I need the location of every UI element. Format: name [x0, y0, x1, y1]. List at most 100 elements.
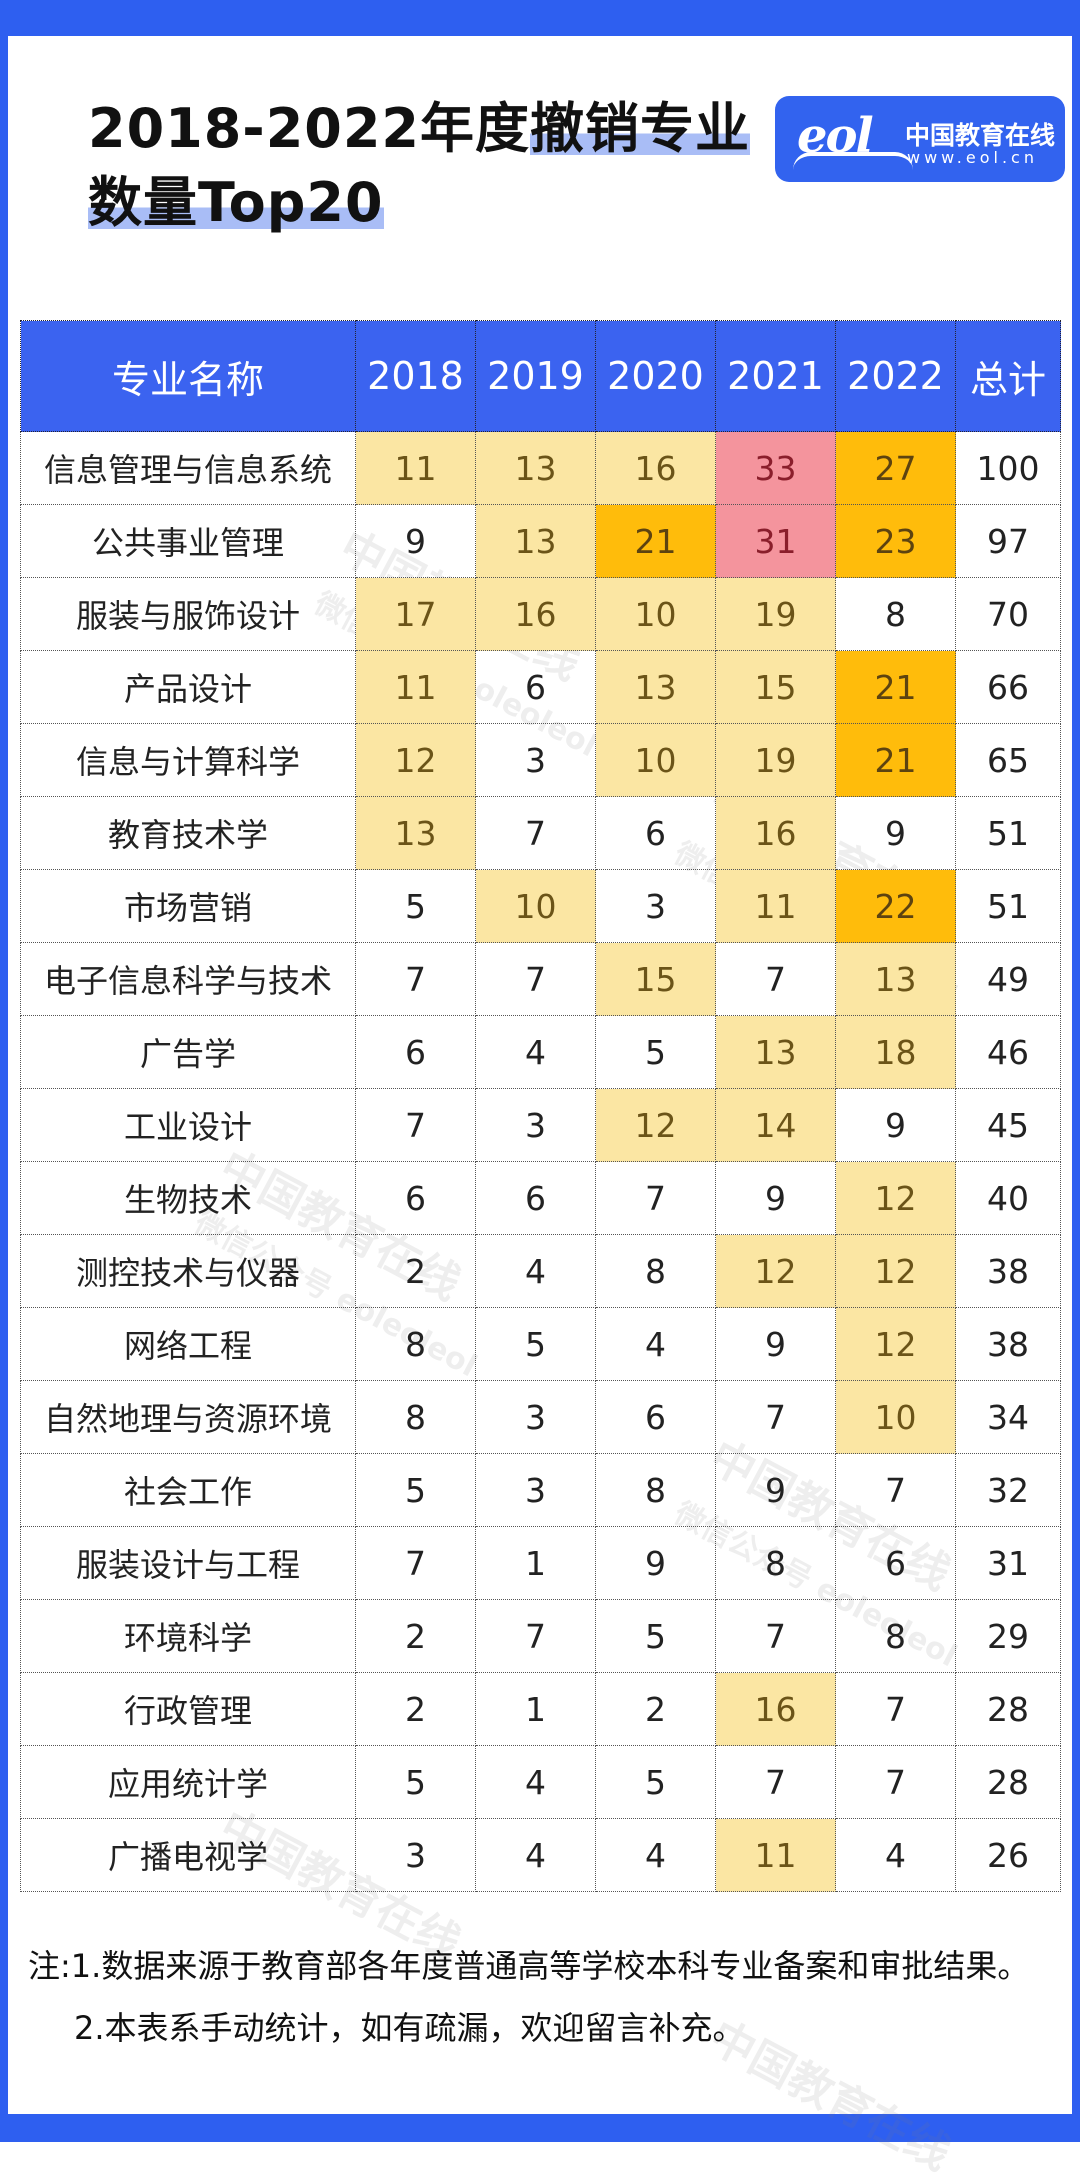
- value-cell-2019: 4: [475, 1818, 596, 1892]
- value-cell-2020: 10: [595, 723, 716, 797]
- logo-swoosh-icon: [793, 152, 913, 170]
- logo-cn-text: 中国教育在线: [905, 121, 1056, 150]
- title-line1-highlight: 撤销专业: [530, 97, 750, 160]
- table-row: 行政管理 2 1 2 16 7 28: [20, 1672, 1061, 1746]
- table-row: 生物技术 6 6 7 9 12 40: [20, 1161, 1061, 1235]
- value-cell-2018: 2: [355, 1672, 476, 1746]
- value-cell-2021: 11: [715, 1818, 836, 1892]
- row-name-cell: 自然地理与资源环境: [20, 1380, 356, 1454]
- total-cell: 97: [955, 504, 1061, 578]
- value-cell-2020: 8: [595, 1453, 716, 1527]
- value-cell-2019: 6: [475, 650, 596, 724]
- value-cell-2019: 4: [475, 1745, 596, 1819]
- value-cell-2018: 11: [355, 431, 476, 505]
- value-cell-2019: 4: [475, 1234, 596, 1308]
- value-cell-2022: 7: [835, 1453, 956, 1527]
- row-name-cell: 行政管理: [20, 1672, 356, 1746]
- value-cell-2018: 6: [355, 1161, 476, 1235]
- value-cell-2020: 5: [595, 1599, 716, 1673]
- table-row: 测控技术与仪器 2 4 8 12 12 38: [20, 1234, 1061, 1308]
- value-cell-2018: 8: [355, 1380, 476, 1454]
- value-cell-2018: 6: [355, 1015, 476, 1089]
- value-cell-2021: 31: [715, 504, 836, 578]
- footnote-1: 注:1.数据来源于教育部各年度普通高等学校本科专业备案和审批结果。: [28, 1947, 1030, 1985]
- value-cell-2020: 4: [595, 1307, 716, 1381]
- total-cell: 28: [955, 1745, 1061, 1819]
- data-table: 专业名称 2018 2019 2020 2021 2022 总计 信息管理与信息…: [20, 320, 1061, 1892]
- row-name-cell: 服装与服饰设计: [20, 577, 356, 651]
- value-cell-2020: 13: [595, 650, 716, 724]
- value-cell-2021: 11: [715, 869, 836, 943]
- value-cell-2019: 7: [475, 796, 596, 870]
- row-name-cell: 教育技术学: [20, 796, 356, 870]
- value-cell-2020: 21: [595, 504, 716, 578]
- total-cell: 38: [955, 1234, 1061, 1308]
- value-cell-2020: 15: [595, 942, 716, 1016]
- value-cell-2019: 7: [475, 942, 596, 1016]
- value-cell-2020: 9: [595, 1526, 716, 1600]
- table-row: 信息管理与信息系统 11 13 16 33 27 100: [20, 431, 1061, 505]
- value-cell-2019: 1: [475, 1526, 596, 1600]
- value-cell-2021: 13: [715, 1015, 836, 1089]
- table-row: 市场营销 5 10 3 11 22 51: [20, 869, 1061, 943]
- row-name-cell: 电子信息科学与技术: [20, 942, 356, 1016]
- row-name-cell: 生物技术: [20, 1161, 356, 1235]
- value-cell-2022: 7: [835, 1745, 956, 1819]
- total-cell: 38: [955, 1307, 1061, 1381]
- value-cell-2022: 12: [835, 1161, 956, 1235]
- value-cell-2021: 9: [715, 1307, 836, 1381]
- table-row: 教育技术学 13 7 6 16 9 51: [20, 796, 1061, 870]
- col-header-name: 专业名称: [20, 320, 356, 432]
- value-cell-2021: 7: [715, 1599, 836, 1673]
- table-row: 网络工程 8 5 4 9 12 38: [20, 1307, 1061, 1381]
- value-cell-2018: 13: [355, 796, 476, 870]
- table-row: 工业设计 7 3 12 14 9 45: [20, 1088, 1061, 1162]
- value-cell-2021: 14: [715, 1088, 836, 1162]
- table-row: 服装与服饰设计 17 16 10 19 8 70: [20, 577, 1061, 651]
- value-cell-2022: 18: [835, 1015, 956, 1089]
- table-row: 广告学 6 4 5 13 18 46: [20, 1015, 1061, 1089]
- value-cell-2020: 3: [595, 869, 716, 943]
- total-cell: 49: [955, 942, 1061, 1016]
- value-cell-2018: 8: [355, 1307, 476, 1381]
- value-cell-2021: 7: [715, 942, 836, 1016]
- col-header-2022: 2022: [835, 320, 956, 432]
- row-name-cell: 工业设计: [20, 1088, 356, 1162]
- row-name-cell: 应用统计学: [20, 1745, 356, 1819]
- value-cell-2022: 6: [835, 1526, 956, 1600]
- table-row: 产品设计 11 6 13 15 21 66: [20, 650, 1061, 724]
- value-cell-2020: 4: [595, 1818, 716, 1892]
- total-cell: 66: [955, 650, 1061, 724]
- value-cell-2019: 3: [475, 1088, 596, 1162]
- table-row: 环境科学 2 7 5 7 8 29: [20, 1599, 1061, 1673]
- total-cell: 51: [955, 869, 1061, 943]
- value-cell-2021: 19: [715, 577, 836, 651]
- table-row: 服装设计与工程 7 1 9 8 6 31: [20, 1526, 1061, 1600]
- total-cell: 26: [955, 1818, 1061, 1892]
- value-cell-2022: 9: [835, 796, 956, 870]
- value-cell-2018: 17: [355, 577, 476, 651]
- col-header-2018: 2018: [355, 320, 476, 432]
- total-cell: 70: [955, 577, 1061, 651]
- row-name-cell: 测控技术与仪器: [20, 1234, 356, 1308]
- row-name-cell: 广播电视学: [20, 1818, 356, 1892]
- total-cell: 40: [955, 1161, 1061, 1235]
- value-cell-2018: 2: [355, 1599, 476, 1673]
- value-cell-2020: 10: [595, 577, 716, 651]
- value-cell-2018: 11: [355, 650, 476, 724]
- table-row: 信息与计算科学 12 3 10 19 21 65: [20, 723, 1061, 797]
- row-name-cell: 服装设计与工程: [20, 1526, 356, 1600]
- value-cell-2022: 7: [835, 1672, 956, 1746]
- row-name-cell: 环境科学: [20, 1599, 356, 1673]
- value-cell-2019: 6: [475, 1161, 596, 1235]
- value-cell-2022: 13: [835, 942, 956, 1016]
- total-cell: 51: [955, 796, 1061, 870]
- total-cell: 28: [955, 1672, 1061, 1746]
- logo-url-text: www.eol.cn: [907, 148, 1038, 167]
- value-cell-2018: 5: [355, 869, 476, 943]
- title-line2-highlight: 数量Top20: [88, 171, 384, 234]
- value-cell-2018: 9: [355, 504, 476, 578]
- value-cell-2020: 2: [595, 1672, 716, 1746]
- total-cell: 32: [955, 1453, 1061, 1527]
- row-name-cell: 市场营销: [20, 869, 356, 943]
